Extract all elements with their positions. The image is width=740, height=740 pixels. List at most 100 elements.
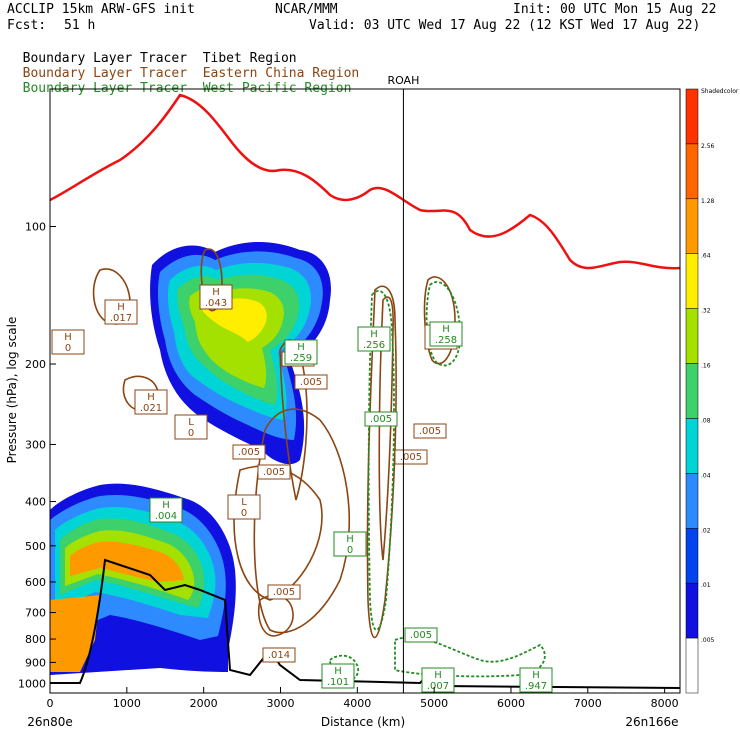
colorbar-swatch [685,637,699,694]
brown-contour-label: .043 [205,298,227,309]
colorbar-swatch [685,582,699,639]
colorbar-label: 2.56 [701,143,715,150]
x-tick-label: 0 [47,697,54,710]
green-contour-label-box [321,663,355,689]
colorbar-swatch [685,363,699,419]
green-contour-label-box [357,326,391,352]
green-contour-label: H [334,666,342,677]
tracer-label: Boundary Layer Tracer [22,66,188,81]
y-tick-label: 900 [25,656,46,669]
green-contour-label-box [333,531,367,557]
tropopause-line [49,93,681,270]
x-tick-label: 8000 [651,697,679,710]
green-contour-label-box [284,339,318,365]
green-contour-labels: H.004H.259H.256H.258.005H0.005H.007H.947… [149,321,553,693]
brown-contour-label: 0 [65,343,71,354]
init-time: Init: 00 UTC Mon 15 Aug 22 [513,2,717,17]
colorbar-swatch [685,528,699,584]
colorbar-swatch [685,418,699,474]
green-contour-label: H [162,500,170,511]
colorbar-label: .16 [701,363,711,370]
green-contour-label: .005 [370,414,392,425]
y-tick-label: 1000 [18,677,46,690]
colorbar-label: .04 [701,472,711,479]
colorbar-label: .005 [701,637,715,644]
fcst-label: Fcst: [7,18,47,33]
brown-contour-label: 0 [241,508,247,519]
x-end-label: 26n166e [625,715,678,729]
brown-contour-label-box [134,389,168,415]
colorbar-label: .08 [701,417,711,424]
x-start-label: 26n80e [27,715,73,729]
brown-contour-label: H [117,302,125,313]
brown-contour-label: L [188,417,194,428]
model-title: ACCLIP 15km ARW-GFS init [7,2,195,17]
fcst-value: 51 h [64,18,96,33]
green-contour-label: .004 [155,511,177,522]
green-contour-label-box [421,667,455,693]
brown-contour-label-box [104,299,138,325]
green-contour-label-box [149,497,183,523]
green-contour-label: .947 [525,681,547,692]
tracer-legend-tibet: Boundary Layer Tracer Tibet Region [7,36,297,66]
tracer-legend-eastern-china: Boundary Layer Tracer Eastern China Regi… [7,51,360,81]
tracer-label: Boundary Layer Tracer [22,51,188,66]
brown-contour-label-box [267,584,301,600]
brown-contour-label-box [262,647,296,663]
colorbar-swatch [685,143,699,200]
green-contour-label: H [297,342,305,353]
colorbar-label: Shadedcolor [701,88,739,95]
y-tick-label: 500 [25,540,46,553]
green-contour-label: .005 [410,630,432,641]
x-tick-label: 2000 [190,697,218,710]
colorbar-label: .32 [701,308,711,315]
x-axis-title: Distance (km) [321,715,405,729]
x-tick-label: 3000 [266,697,294,710]
green-contour-label: 0 [347,545,353,556]
green-contour-label-box [429,321,463,347]
station-label: ROAH [387,74,419,87]
org-label: NCAR/MMM [275,2,338,17]
y-tick-label: 800 [25,633,46,646]
brown-contour-label: .005 [300,377,322,388]
brown-contour-label: H [147,392,155,403]
y-tick-label: 600 [25,576,46,589]
brown-contour-label: .005 [419,426,441,437]
green-contour-label: .007 [427,681,449,692]
x-axis-ticks: 0 1000 2000 3000 4000 5000 6000 7000 8000 [47,687,679,710]
green-contour-label: .258 [435,335,457,346]
brown-contour-label: H [64,332,72,343]
brown-contour-label: .005 [273,587,295,598]
x-tick-label: 1000 [113,697,141,710]
brown-contour-label: .005 [400,452,422,463]
green-contour-label: H [370,329,378,340]
colorbar-label: .01 [701,582,711,589]
brown-contour-label: .021 [140,403,162,414]
green-contour-label: H [346,534,354,545]
y-tick-label: 100 [25,221,46,234]
brown-contour-label-box [294,374,328,390]
brown-contour-labels: H.017H0H.021L0.005.005L0.005.014.005.005… [51,284,458,663]
green-contour-label: .256 [363,340,385,351]
brown-contour-label: 0 [188,428,194,439]
brown-contour-label: H [212,287,220,298]
y-tick-label: 700 [25,607,46,620]
y-axis-title: Pressure (hPa), log scale [5,317,19,464]
x-tick-label: 4000 [343,697,371,710]
colorbar-label: .02 [701,527,711,534]
brown-contour-label-box [51,329,85,355]
green-contour-label-box [519,667,553,693]
x-tick-label: 6000 [497,697,525,710]
valid-time: Valid: 03 UTC Wed 17 Aug 22 (12 KST Wed … [309,18,701,33]
colorbar-swatch [685,88,699,145]
terrain-line [50,558,681,689]
y-tick-label: 200 [25,358,46,371]
brown-contour-label: L [241,497,247,508]
colorbar: Shadedcolor 2.56 1.28 .64 .32 .16 .08 .04 .02 .01… [685,88,739,694]
brown-contour-label-box [257,464,291,480]
green-contour-label-box [364,411,398,427]
green-contour-label: H [532,670,540,681]
brown-contour-label: .017 [110,313,132,324]
y-axis-ticks: 100 200 300 400 500 600 700 800 900 1000 [18,221,56,690]
brown-contour-label-box [413,423,447,439]
